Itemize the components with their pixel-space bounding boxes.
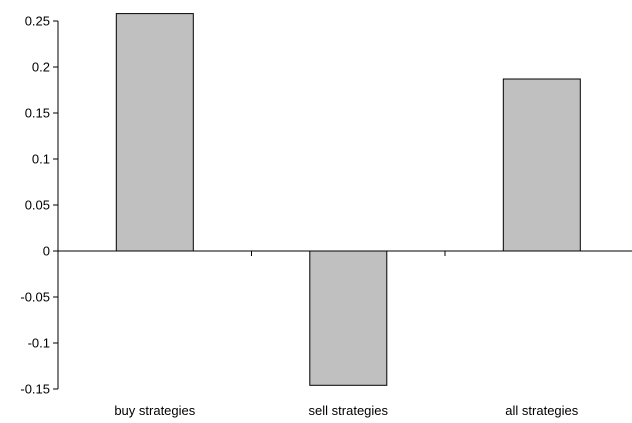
y-tick-label: 0 [43,244,50,259]
bar-sell-strategies [309,250,388,386]
x-category-label: all strategies [505,403,578,418]
y-tick-label: 0.25 [25,14,50,29]
x-category-label: sell strategies [309,403,389,418]
bar-buy-strategies [115,13,194,252]
y-tick-label: 0.05 [25,198,50,213]
y-tick-label: -0.1 [28,336,50,351]
y-tick-label: 0.2 [32,60,50,75]
y-tick-label: -0.05 [20,290,50,305]
y-tick-label: 0.1 [32,152,50,167]
y-tick-label: 0.15 [25,106,50,121]
axes-group [53,20,632,390]
bar-all-strategies [502,78,581,252]
bars-group [115,13,581,386]
y-tick-label: -0.15 [20,382,50,397]
x-category-label: buy strategies [114,403,195,418]
labels-group: 0.25 0.2 0.15 0.1 0.05 0 -0.05 -0.1 -0.15 buy str… [20,14,578,419]
